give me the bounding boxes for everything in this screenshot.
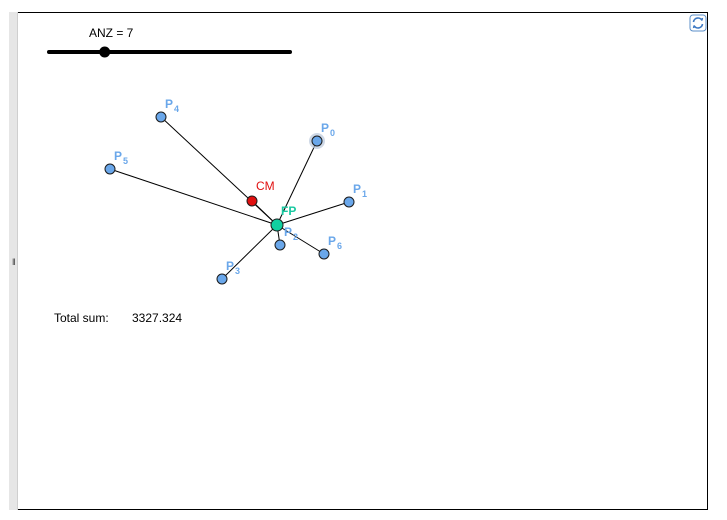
point-label-p4: P4 — [165, 97, 179, 114]
total-sum-label: Total sum: — [54, 311, 109, 325]
segment-p3-fp — [221, 224, 278, 280]
point-label-p0: P0 — [321, 121, 335, 138]
point-p4[interactable] — [155, 111, 167, 123]
point-p1[interactable] — [343, 196, 355, 208]
fermat-point-label: FP — [281, 204, 296, 218]
point-label-p2: P2 — [284, 225, 298, 242]
point-p0[interactable] — [311, 135, 323, 147]
drag-grip-icon[interactable]: ‖ — [12, 257, 16, 267]
segment-p6-fp — [276, 224, 325, 255]
point-p6[interactable] — [318, 248, 330, 260]
refresh-icon[interactable] — [689, 14, 707, 32]
segment-p5-fp — [109, 168, 278, 226]
point-p5[interactable] — [104, 163, 116, 175]
total-sum-value: 3327.324 — [132, 311, 182, 325]
segments-group — [109, 116, 350, 280]
segment-p1-fp — [276, 201, 350, 226]
point-label-p5: P5 — [114, 149, 128, 166]
center-of-mass-label: CM — [256, 179, 275, 193]
point-label-p6: P6 — [328, 234, 342, 251]
graphics-view[interactable] — [9, 12, 708, 510]
point-label-p1: P1 — [353, 182, 367, 199]
point-p2[interactable] — [274, 239, 286, 251]
view-resize-handle[interactable] — [9, 12, 18, 510]
slider-label: ANZ = 7 — [89, 26, 134, 40]
center-of-mass-point[interactable] — [246, 195, 258, 207]
slider-knob[interactable] — [99, 46, 111, 58]
segment-p0-fp — [276, 140, 318, 226]
point-p3[interactable] — [216, 273, 228, 285]
fermat-point[interactable] — [270, 218, 284, 232]
